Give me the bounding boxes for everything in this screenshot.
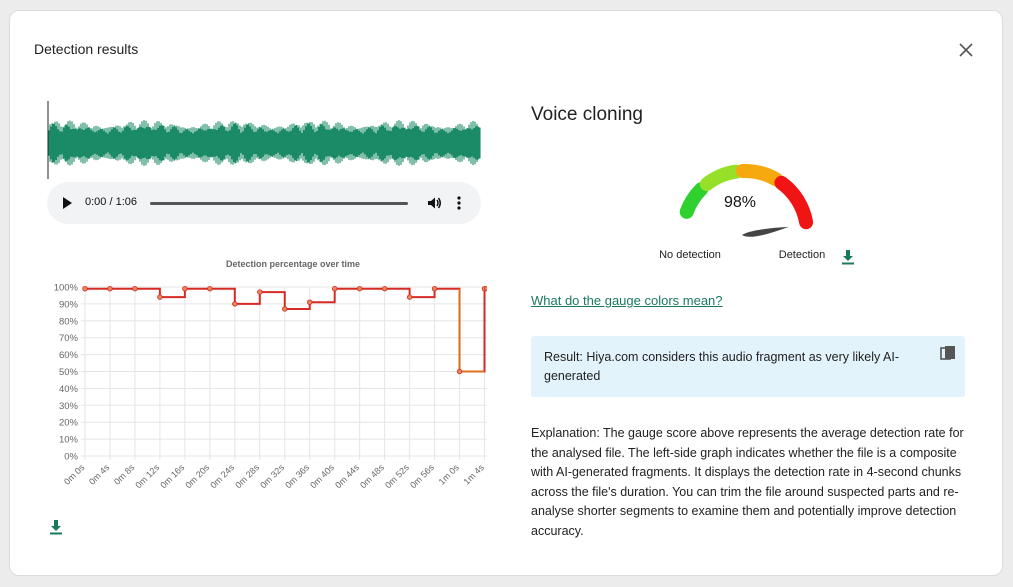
download-icon[interactable] bbox=[49, 519, 63, 535]
seek-bar[interactable] bbox=[150, 202, 408, 205]
gauge-segment bbox=[735, 163, 783, 187]
x-tick-label: 0m 36s bbox=[283, 462, 311, 490]
data-point bbox=[157, 294, 163, 300]
x-tick-label: 1m 0s bbox=[437, 462, 462, 487]
data-point bbox=[182, 285, 188, 292]
y-tick-label: 80% bbox=[59, 316, 79, 327]
x-tick-label: 0m 52s bbox=[383, 462, 411, 490]
y-tick-label: 40% bbox=[59, 384, 79, 395]
detection-results-dialog: Detection results 0:00 / 1:06 Detection … bbox=[9, 10, 1003, 576]
x-tick-label: 0m 44s bbox=[333, 462, 361, 490]
y-tick-label: 70% bbox=[59, 333, 79, 344]
gauge-label-high: Detection bbox=[778, 249, 826, 261]
x-tick-label: 1m 4s bbox=[462, 462, 487, 487]
x-tick-label: 0m 40s bbox=[308, 462, 336, 490]
x-tick-label: 0m 0s bbox=[62, 462, 87, 487]
data-point bbox=[132, 285, 138, 292]
y-tick-label: 10% bbox=[59, 435, 79, 446]
explanation-text: Explanation: The gauge score above repre… bbox=[531, 426, 964, 538]
data-point bbox=[107, 285, 113, 292]
detection-gauge bbox=[679, 163, 814, 237]
x-tick-label: 0m 24s bbox=[208, 462, 236, 490]
dialog-title: Detection results bbox=[34, 41, 139, 57]
x-tick-label: 0m 4s bbox=[87, 462, 112, 487]
result-box: Result: Hiya.com considers this audio fr… bbox=[531, 336, 965, 397]
data-point bbox=[207, 285, 213, 292]
play-icon[interactable] bbox=[63, 197, 72, 209]
y-tick-label: 60% bbox=[59, 350, 79, 361]
data-point bbox=[381, 285, 388, 292]
y-tick-label: 30% bbox=[59, 401, 79, 412]
x-tick-label: 0m 28s bbox=[233, 462, 261, 490]
copy-icon[interactable] bbox=[940, 345, 956, 363]
gauge-segment bbox=[699, 164, 744, 192]
chart-title: Detection percentage over time bbox=[226, 259, 360, 269]
x-tick-label: 0m 16s bbox=[158, 462, 186, 490]
y-tick-label: 100% bbox=[54, 283, 79, 294]
more-vert-icon[interactable] bbox=[456, 195, 462, 211]
result-text: Result: Hiya.com considers this audio fr… bbox=[544, 350, 899, 383]
y-tick-label: 0% bbox=[64, 452, 78, 463]
gauge-needle bbox=[742, 226, 789, 237]
gauge-colors-link[interactable]: What do the gauge colors mean? bbox=[531, 293, 723, 308]
audio-waveform[interactable] bbox=[47, 101, 481, 181]
gauge-label-low: No detection bbox=[659, 249, 721, 261]
data-point bbox=[82, 285, 88, 292]
audio-player[interactable]: 0:00 / 1:06 bbox=[47, 182, 481, 224]
x-tick-label: 0m 12s bbox=[133, 462, 161, 490]
x-tick-label: 0m 32s bbox=[258, 462, 286, 490]
x-tick-label: 0m 56s bbox=[408, 462, 436, 490]
series-line-highlight bbox=[458, 288, 485, 373]
data-point bbox=[356, 285, 363, 292]
data-point bbox=[484, 285, 487, 292]
series-line bbox=[85, 287, 487, 373]
gauge-score: 98% bbox=[723, 194, 757, 211]
data-point bbox=[406, 294, 413, 300]
data-point bbox=[331, 285, 338, 292]
x-tick-label: 0m 48s bbox=[358, 462, 386, 490]
download-icon[interactable] bbox=[841, 249, 855, 265]
verdict-title: Voice cloning bbox=[531, 104, 643, 125]
waveform-path bbox=[48, 120, 481, 166]
detection-chart: Detection percentage over time 0% 10% 20% 3… bbox=[54, 259, 487, 490]
data-point bbox=[307, 299, 313, 305]
y-tick-label: 50% bbox=[59, 367, 79, 378]
gauge-segment bbox=[774, 175, 814, 230]
y-tick-label: 20% bbox=[59, 418, 79, 429]
close-icon[interactable] bbox=[956, 40, 976, 60]
data-point bbox=[282, 306, 288, 312]
y-tick-label: 90% bbox=[59, 299, 79, 310]
x-tick-label: 0m 20s bbox=[183, 462, 211, 490]
data-point bbox=[456, 368, 463, 375]
time-display: 0:00 / 1:06 bbox=[85, 196, 137, 208]
data-point bbox=[431, 285, 438, 292]
data-point bbox=[257, 289, 263, 295]
gauge-segment bbox=[679, 182, 709, 219]
volume-icon[interactable] bbox=[426, 195, 442, 211]
data-point bbox=[232, 301, 238, 307]
